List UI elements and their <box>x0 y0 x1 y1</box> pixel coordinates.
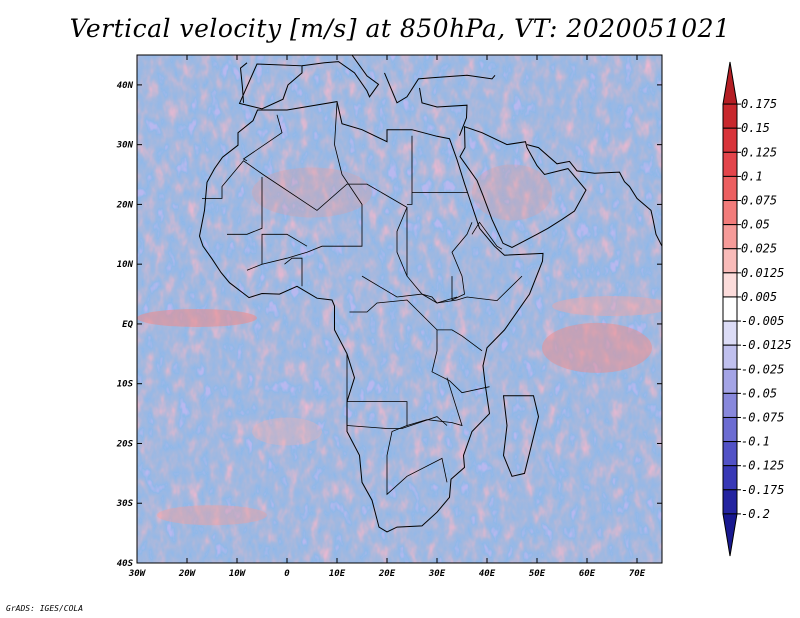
x-tick-label: 60E <box>579 569 596 579</box>
colorbar-swatch <box>722 392 738 418</box>
colorbar-swatch <box>722 175 738 202</box>
colorbar-level-label: 0.1 <box>741 169 763 183</box>
colorbar-swatch <box>722 61 738 105</box>
colorbar-swatch <box>722 489 738 515</box>
colorbar-swatch <box>722 151 738 177</box>
x-tick-label: 30E <box>428 569 446 579</box>
colorbar-level-label: 0.175 <box>741 97 777 111</box>
colorbar-level-label: 0.025 <box>741 242 777 256</box>
colorbar-level-label: -0.005 <box>741 314 784 328</box>
colorbar-swatch <box>722 127 738 153</box>
colorbar-swatch <box>722 103 738 129</box>
colorbar-level-label: -0.0125 <box>741 338 792 352</box>
y-tick-label: 40N <box>117 81 134 91</box>
y-tick-label: EQ <box>122 320 133 330</box>
y-tick-label: 40S <box>117 559 134 569</box>
y-tick-label: 20N <box>116 200 134 210</box>
colorbar-level-label: 0.075 <box>741 194 777 208</box>
x-tick-label: 0 <box>284 569 290 579</box>
colorbar-swatch <box>722 224 738 250</box>
colorbar-swatch <box>722 200 738 226</box>
x-tick-label: 20E <box>378 569 396 579</box>
chart-title: Vertical velocity [m/s] at 850hPa, VT: 2… <box>69 14 731 43</box>
colorbar-swatch <box>722 441 738 467</box>
colorbar-swatch <box>722 465 738 491</box>
x-tick-label: 30W <box>128 569 147 579</box>
y-tick-label: 10S <box>117 380 134 390</box>
colorbar-level-label: -0.2 <box>741 507 770 521</box>
colorbar-level-label: -0.125 <box>741 459 784 473</box>
colorbar-level-label: 0.15 <box>741 121 770 135</box>
x-tick-label: 20W <box>178 569 197 579</box>
y-tick-label: 20S <box>116 439 134 449</box>
colorbar-level-label: -0.1 <box>741 435 770 449</box>
footer-credit: GrADS: IGES/COLA <box>6 604 84 613</box>
y-tick-label: 30S <box>116 499 134 509</box>
x-tick-label: 40E <box>479 569 496 579</box>
colorbar-swatch <box>722 248 738 274</box>
colorbar-level-label: 0.125 <box>741 145 777 159</box>
y-tick-label: 10N <box>117 260 134 270</box>
colorbar-level-label: 0.05 <box>741 218 770 232</box>
colorbar-swatch <box>722 296 738 322</box>
colorbar-swatch <box>722 272 738 298</box>
colorbar-level-label: -0.025 <box>741 362 784 376</box>
colorbar-swatch <box>722 416 738 443</box>
colorbar-level-label: -0.075 <box>741 410 784 424</box>
y-tick-label: 30N <box>116 141 134 151</box>
colorbar-level-label: -0.175 <box>741 483 784 497</box>
colorbar-swatch <box>722 513 738 557</box>
colorbar-level-label: -0.05 <box>741 386 777 400</box>
colorbar-swatch <box>722 320 738 346</box>
x-tick-label: 70E <box>629 569 646 579</box>
x-tick-label: 10W <box>229 569 247 579</box>
colorbar-swatch <box>722 344 738 370</box>
colorbar-swatch <box>722 368 738 394</box>
colorbar-level-label: 0.0125 <box>741 266 784 280</box>
x-tick-label: 50E <box>529 569 546 579</box>
x-tick-label: 10E <box>329 569 346 579</box>
colorbar-level-label: 0.005 <box>741 290 777 304</box>
